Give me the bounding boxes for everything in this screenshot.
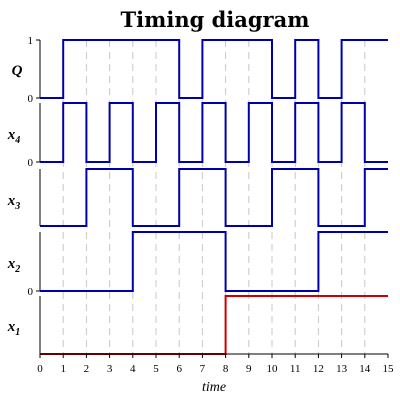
x-tick-label: 6 <box>176 363 182 375</box>
level-label: 0 <box>28 286 34 298</box>
x-tick-label: 13 <box>336 363 348 375</box>
x-tick-label: 10 <box>267 363 279 375</box>
x-axis-label: time <box>202 380 226 395</box>
x-tick-label: 0 <box>37 363 43 375</box>
signal-label: x1 <box>7 319 21 338</box>
signal-label: x2 <box>7 256 21 275</box>
x-tick-label: 1 <box>60 363 66 375</box>
chart-title: Timing diagram <box>121 7 310 32</box>
signal-trace <box>40 39 388 99</box>
signal-lanes: 0 1 Q 0 x4 x3 0 x2 x1 <box>7 35 388 355</box>
x-tick-label: 7 <box>200 363 206 375</box>
grid <box>62 40 366 354</box>
signal-lane: x1 <box>7 295 388 355</box>
level-label: 0 <box>28 157 34 169</box>
signal-lane: 0 1 Q <box>12 35 388 105</box>
x-tick-label: 14 <box>359 363 371 375</box>
x-tick-label: 2 <box>84 363 90 375</box>
x-tick-label: 15 <box>383 363 395 375</box>
level-label: 0 <box>28 93 34 105</box>
signal-lane: 0 x4 <box>7 102 388 169</box>
x-tick-label: 9 <box>246 363 252 375</box>
signal-trace <box>40 168 388 227</box>
signal-lane: 0 x2 <box>7 231 388 298</box>
signal-label: x4 <box>7 127 21 146</box>
x-tick-label: 12 <box>313 363 324 375</box>
x-tick-label: 8 <box>223 363 229 375</box>
signal-label: x3 <box>7 193 21 212</box>
level-label: 1 <box>28 35 34 47</box>
signal-trace <box>40 231 388 292</box>
x-axis-ticks: 0 1 2 3 4 5 6 7 8 9 10 11 12 13 14 15 <box>37 354 394 375</box>
signal-trace <box>40 295 388 355</box>
x-tick-label: 5 <box>153 363 159 375</box>
signal-label: Q <box>12 63 23 79</box>
x-tick-label: 4 <box>130 363 136 375</box>
signal-lane: x3 <box>7 168 388 227</box>
x-tick-label: 3 <box>107 363 113 375</box>
signal-trace <box>40 102 388 163</box>
x-tick-label: 11 <box>290 363 301 375</box>
